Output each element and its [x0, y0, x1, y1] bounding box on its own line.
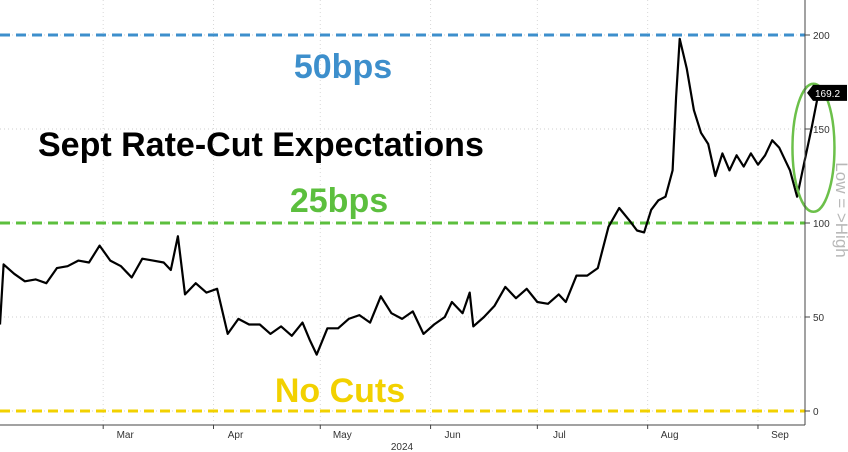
- chart-title: Sept Rate-Cut Expectations: [38, 126, 484, 164]
- x-tick-label: May: [333, 430, 352, 441]
- y-tick-label: 150: [813, 125, 830, 136]
- last-value-label: 169.2: [815, 89, 840, 100]
- x-tick-label: Sep: [771, 430, 789, 441]
- side-label: Low = >High: [832, 162, 848, 257]
- x-tick-label: Jul: [553, 430, 566, 441]
- x-tick-label: Aug: [661, 430, 679, 441]
- year-label: 2024: [391, 442, 414, 452]
- last-value-box: [807, 84, 847, 101]
- x-tick-label: Mar: [117, 430, 135, 441]
- reference-line-label: No Cuts: [275, 372, 405, 410]
- highlight-ellipse: [791, 82, 836, 214]
- y-tick-label: 0: [813, 407, 819, 418]
- x-tick-label: Jun: [445, 430, 461, 441]
- reference-lines: [0, 33, 805, 413]
- last-value-callout: 169.2: [807, 84, 847, 101]
- y-tick-label: 50: [813, 313, 825, 324]
- series-line: [0, 37, 820, 356]
- reference-line-label: 25bps: [290, 182, 388, 220]
- annotations: Sept Rate-Cut Expectations 50bps 25bps No C…: [38, 48, 848, 410]
- y-tick-label: 100: [813, 219, 830, 230]
- reference-line-label: 50bps: [294, 48, 392, 86]
- x-tick-label: Apr: [228, 430, 244, 441]
- gridlines: [0, 0, 805, 425]
- y-tick-label: 200: [813, 31, 830, 42]
- series-layer: [0, 37, 836, 356]
